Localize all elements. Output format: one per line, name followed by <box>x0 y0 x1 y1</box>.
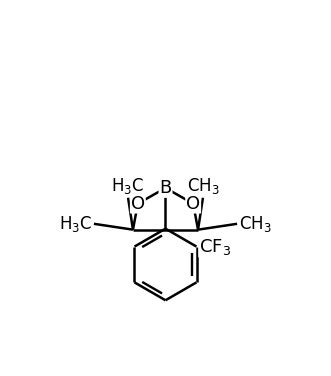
Text: CH$_3$: CH$_3$ <box>239 214 271 234</box>
Text: O: O <box>131 195 145 212</box>
Text: O: O <box>186 195 200 212</box>
Text: CH$_3$: CH$_3$ <box>187 176 219 196</box>
Text: CF$_3$: CF$_3$ <box>199 237 231 256</box>
Text: B: B <box>159 179 172 197</box>
Text: H$_3$C: H$_3$C <box>112 176 145 196</box>
Text: H$_3$C: H$_3$C <box>59 214 92 234</box>
